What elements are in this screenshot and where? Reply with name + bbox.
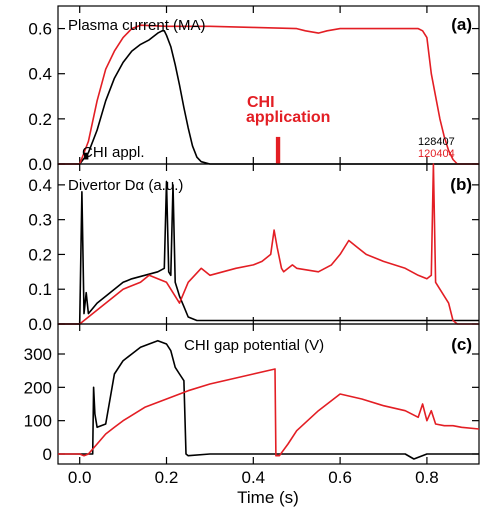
panel-b-ytick-label: 0.4 bbox=[28, 176, 52, 195]
chi-appl-label: CHI appl. bbox=[82, 144, 145, 161]
panel-a-ytick-label: 0.4 bbox=[28, 65, 52, 84]
chi-application-label-line2: application bbox=[246, 109, 330, 126]
panel-b-ticks: 0.0 0.1 0.2 0.3 0.4 bbox=[28, 164, 479, 334]
x-tick-label: 0.4 bbox=[241, 468, 265, 487]
panel-b-series-red bbox=[58, 163, 479, 325]
panel-a-ytick-label: 0.6 bbox=[28, 20, 52, 39]
panel-a: 0.0 0.2 0.4 0.6 Plasma current (MA) (a) CHI… bbox=[28, 5, 480, 174]
panel-b-ytick-label: 0.0 bbox=[28, 315, 52, 334]
panel-c-ytick-label: 100 bbox=[24, 412, 52, 431]
panel-c: 0 100 200 300 CHI gap potential (V) (c) bbox=[24, 323, 480, 465]
panel-c-ticks: 0 100 200 300 bbox=[24, 324, 479, 464]
panel-c-ytick-label: 200 bbox=[24, 378, 52, 397]
panel-a-ytick-label: 0.0 bbox=[28, 155, 52, 174]
panel-c-title: CHI gap potential (V) bbox=[184, 337, 324, 354]
panel-b-title: Divertor Dα (a.u.) bbox=[68, 177, 183, 194]
panel-b-series bbox=[58, 163, 479, 325]
panel-c-series-red bbox=[58, 368, 480, 457]
panel-a-marker-red bbox=[275, 136, 281, 164]
panel-a-series-red bbox=[58, 24, 479, 165]
panel-a-marker-black bbox=[84, 152, 89, 160]
panel-c-ytick-label: 300 bbox=[24, 345, 52, 364]
panel-b: 0.0 0.1 0.2 0.3 0.4 Divertor Dα (a.u.) (b) bbox=[28, 163, 480, 334]
panel-b-series-black bbox=[58, 180, 479, 325]
x-tick-label: 0.0 bbox=[68, 468, 92, 487]
x-tick-labels: 0.0 0.2 0.4 0.6 0.8 bbox=[68, 468, 439, 487]
panel-b-ytick-label: 0.2 bbox=[28, 245, 52, 264]
x-tick-label: 0.8 bbox=[415, 468, 439, 487]
panel-c-series-black bbox=[58, 339, 479, 460]
panel-c-ytick-label: 0 bbox=[43, 445, 52, 464]
panel-c-frame bbox=[57, 323, 480, 465]
panel-a-letter: (a) bbox=[451, 15, 472, 34]
x-axis-label: Time (s) bbox=[237, 488, 299, 507]
panel-b-ytick-label: 0.1 bbox=[28, 280, 52, 299]
panel-a-ytick-label: 0.2 bbox=[28, 110, 52, 129]
x-tick-label: 0.6 bbox=[328, 468, 352, 487]
panel-c-letter: (c) bbox=[451, 335, 472, 354]
panel-a-ticks: 0.0 0.2 0.4 0.6 bbox=[28, 6, 479, 174]
panel-a-title: Plasma current (MA) bbox=[68, 17, 206, 34]
panel-c-series bbox=[58, 339, 480, 460]
shot-number-black: 128407 bbox=[418, 136, 455, 148]
shot-number-red: 120404 bbox=[418, 148, 455, 160]
chi-application-label-line1: CHI bbox=[247, 94, 275, 111]
x-tick-label: 0.2 bbox=[155, 468, 179, 487]
panel-b-letter: (b) bbox=[450, 175, 472, 194]
panel-b-ytick-label: 0.3 bbox=[28, 211, 52, 230]
